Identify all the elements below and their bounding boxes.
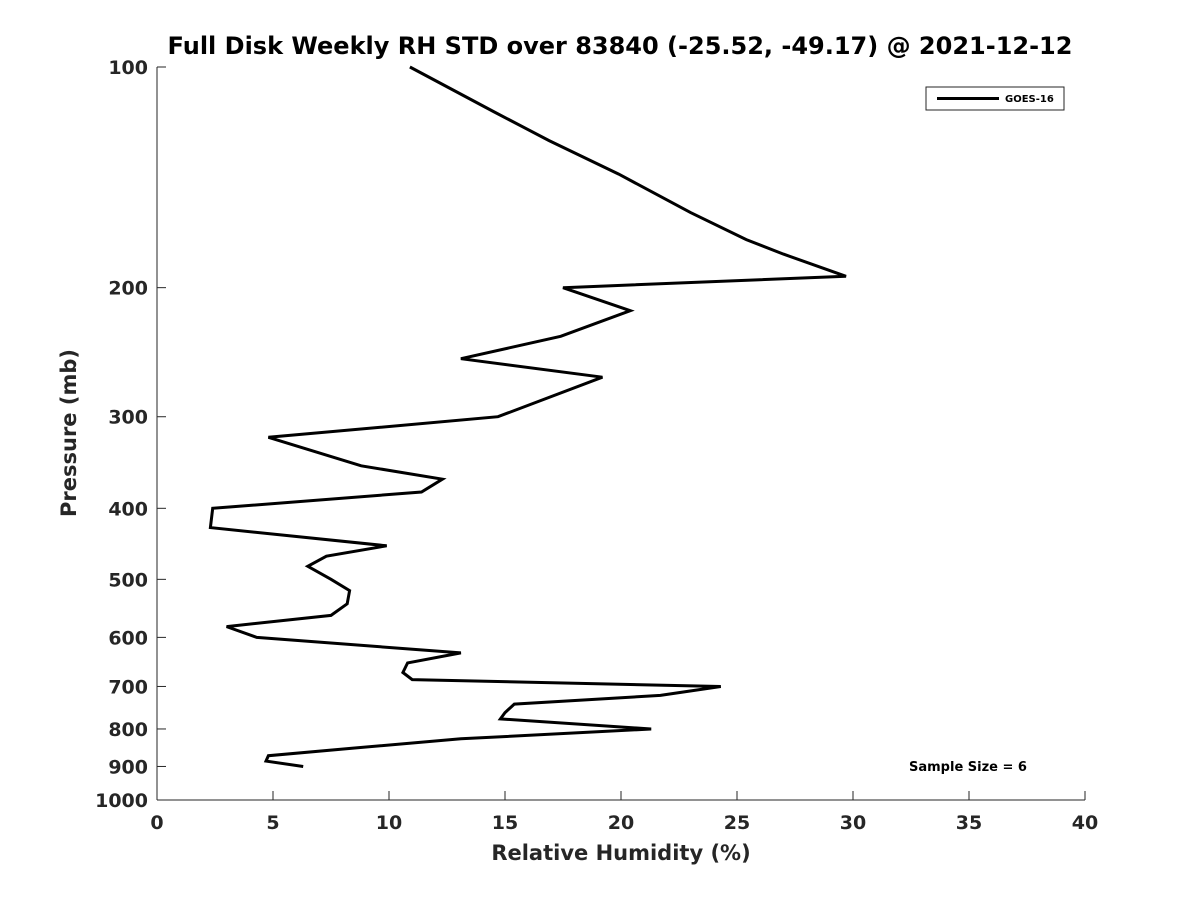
y-axis-label: Pressure (mb) <box>57 349 81 517</box>
y-tick-label: 900 <box>108 756 148 778</box>
x-tick-label: 15 <box>492 812 518 834</box>
y-tick-label: 1000 <box>95 790 148 812</box>
sample-size-annotation: Sample Size = 6 <box>909 760 1027 775</box>
y-tick-label: 600 <box>108 627 148 649</box>
legend-label-goes-16: GOES-16 <box>1005 94 1054 105</box>
x-tick-label: 0 <box>150 812 163 834</box>
plot-area <box>208 65 847 768</box>
x-tick-label: 20 <box>608 812 634 834</box>
x-axis-label: Relative Humidity (%) <box>491 841 750 865</box>
y-tick-label: 800 <box>108 719 148 741</box>
legend: GOES-16 <box>925 86 1065 111</box>
y-tick-label: 700 <box>108 676 148 698</box>
x-tick-label: 35 <box>956 812 982 834</box>
x-tick-label: 25 <box>724 812 750 834</box>
x-tick-label: 5 <box>266 812 279 834</box>
y-tick-label: 100 <box>108 57 148 79</box>
chart-title: Full Disk Weekly RH STD over 83840 (-25.… <box>168 32 1073 60</box>
series-line-goes-16 <box>208 65 847 768</box>
axes: 0 5 10 15 20 25 30 35 40 100 200 300 400 500 600 700 800… <box>95 57 1098 834</box>
x-tick-label: 10 <box>376 812 402 834</box>
y-tick-label: 200 <box>108 278 148 300</box>
x-tick-label: 30 <box>840 812 866 834</box>
y-tick-label: 300 <box>108 407 148 429</box>
x-tick-label: 40 <box>1072 812 1098 834</box>
y-tick-label: 400 <box>108 498 148 520</box>
y-tick-label: 500 <box>108 569 148 591</box>
